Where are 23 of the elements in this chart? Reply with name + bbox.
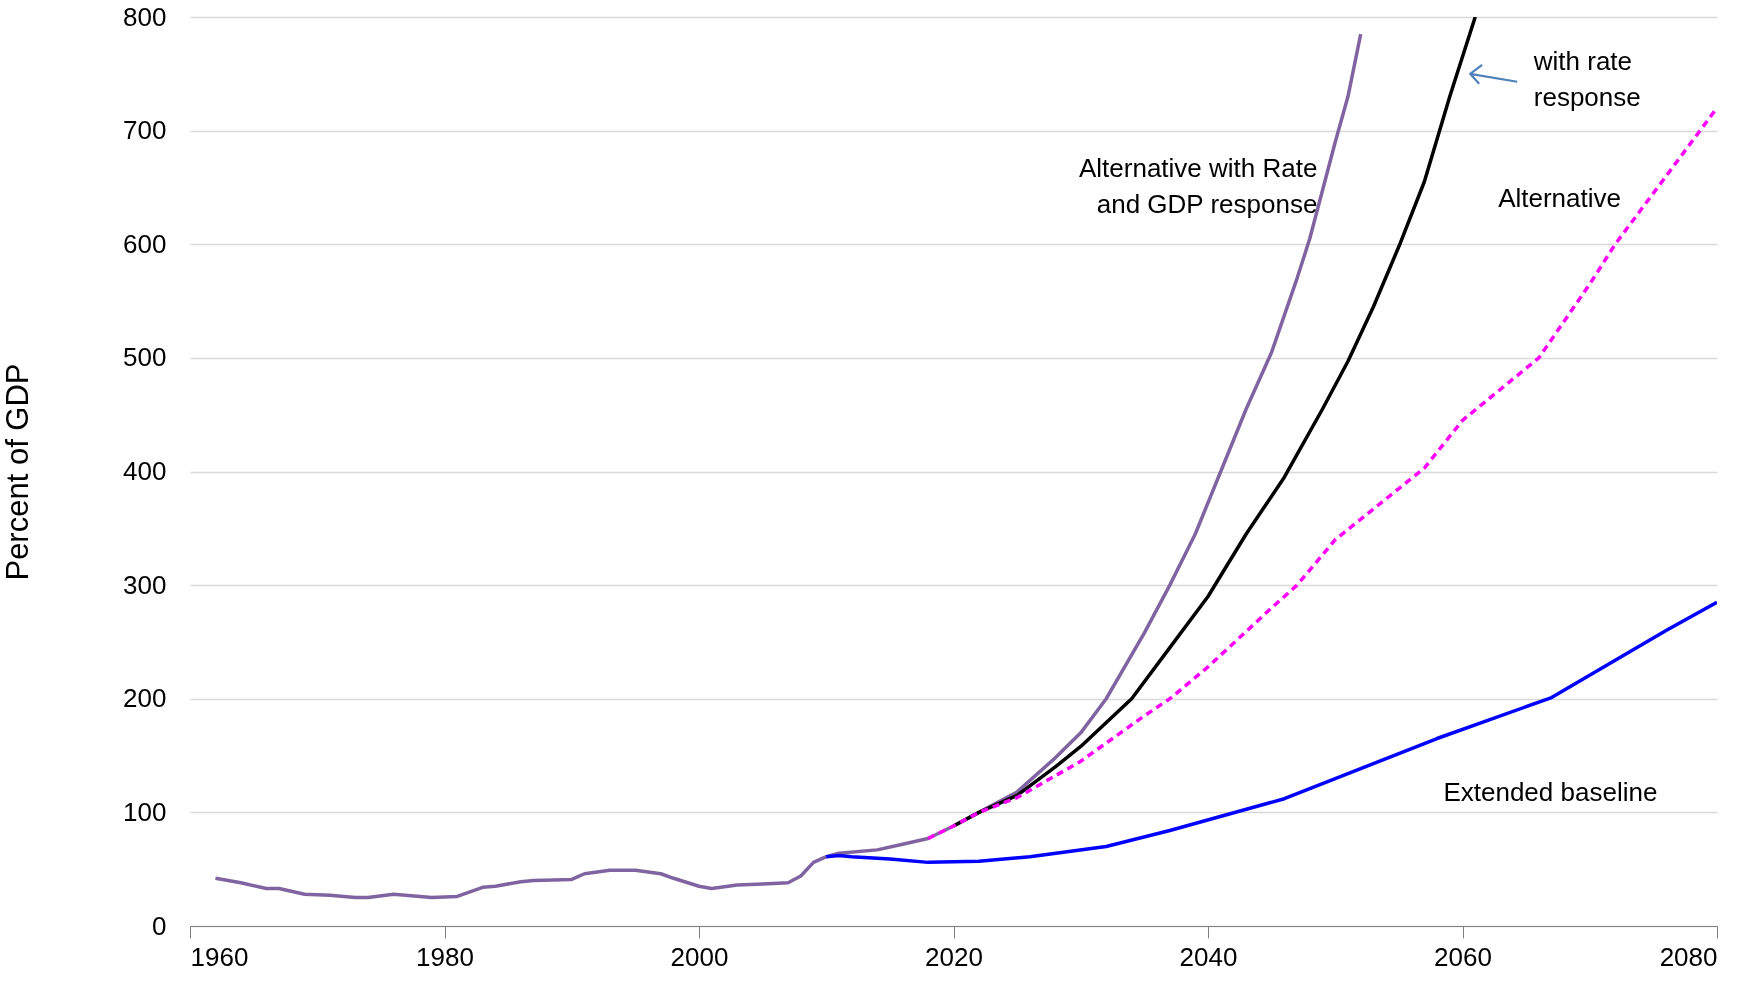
y-tick-label: 500: [123, 342, 167, 373]
y-tick-label: 700: [123, 115, 167, 146]
line-series: [824, 600, 1717, 865]
y-tick-label: 300: [123, 569, 167, 600]
x-tick-label: 1960: [190, 941, 249, 972]
y-tick-label: 0: [152, 910, 167, 941]
y-tick-label: 800: [123, 1, 167, 32]
series-label: Extended baseline: [1443, 777, 1658, 808]
series-label: Alternative with Rate and GDP response: [1078, 153, 1318, 220]
x-tick-label: 2080: [1659, 941, 1718, 972]
y-tick-label: 400: [123, 456, 167, 486]
text: with rate response: [1532, 46, 1641, 113]
y-tick-label: 100: [123, 796, 167, 827]
y-tick-label: 600: [123, 228, 167, 259]
x-tick-label: 2020: [925, 941, 983, 972]
y-axis-title: Percent of GDP: [0, 363, 36, 581]
x-tick-label: 2060: [1434, 941, 1492, 972]
y-tick-label: 200: [123, 683, 167, 714]
series-label: Alternative: [1498, 182, 1621, 213]
x-tick-label: 1980: [416, 941, 474, 972]
x-tick-label: 2040: [1179, 941, 1238, 972]
x-tick-label: 2000: [670, 941, 729, 972]
line-series: [213, 32, 1363, 900]
